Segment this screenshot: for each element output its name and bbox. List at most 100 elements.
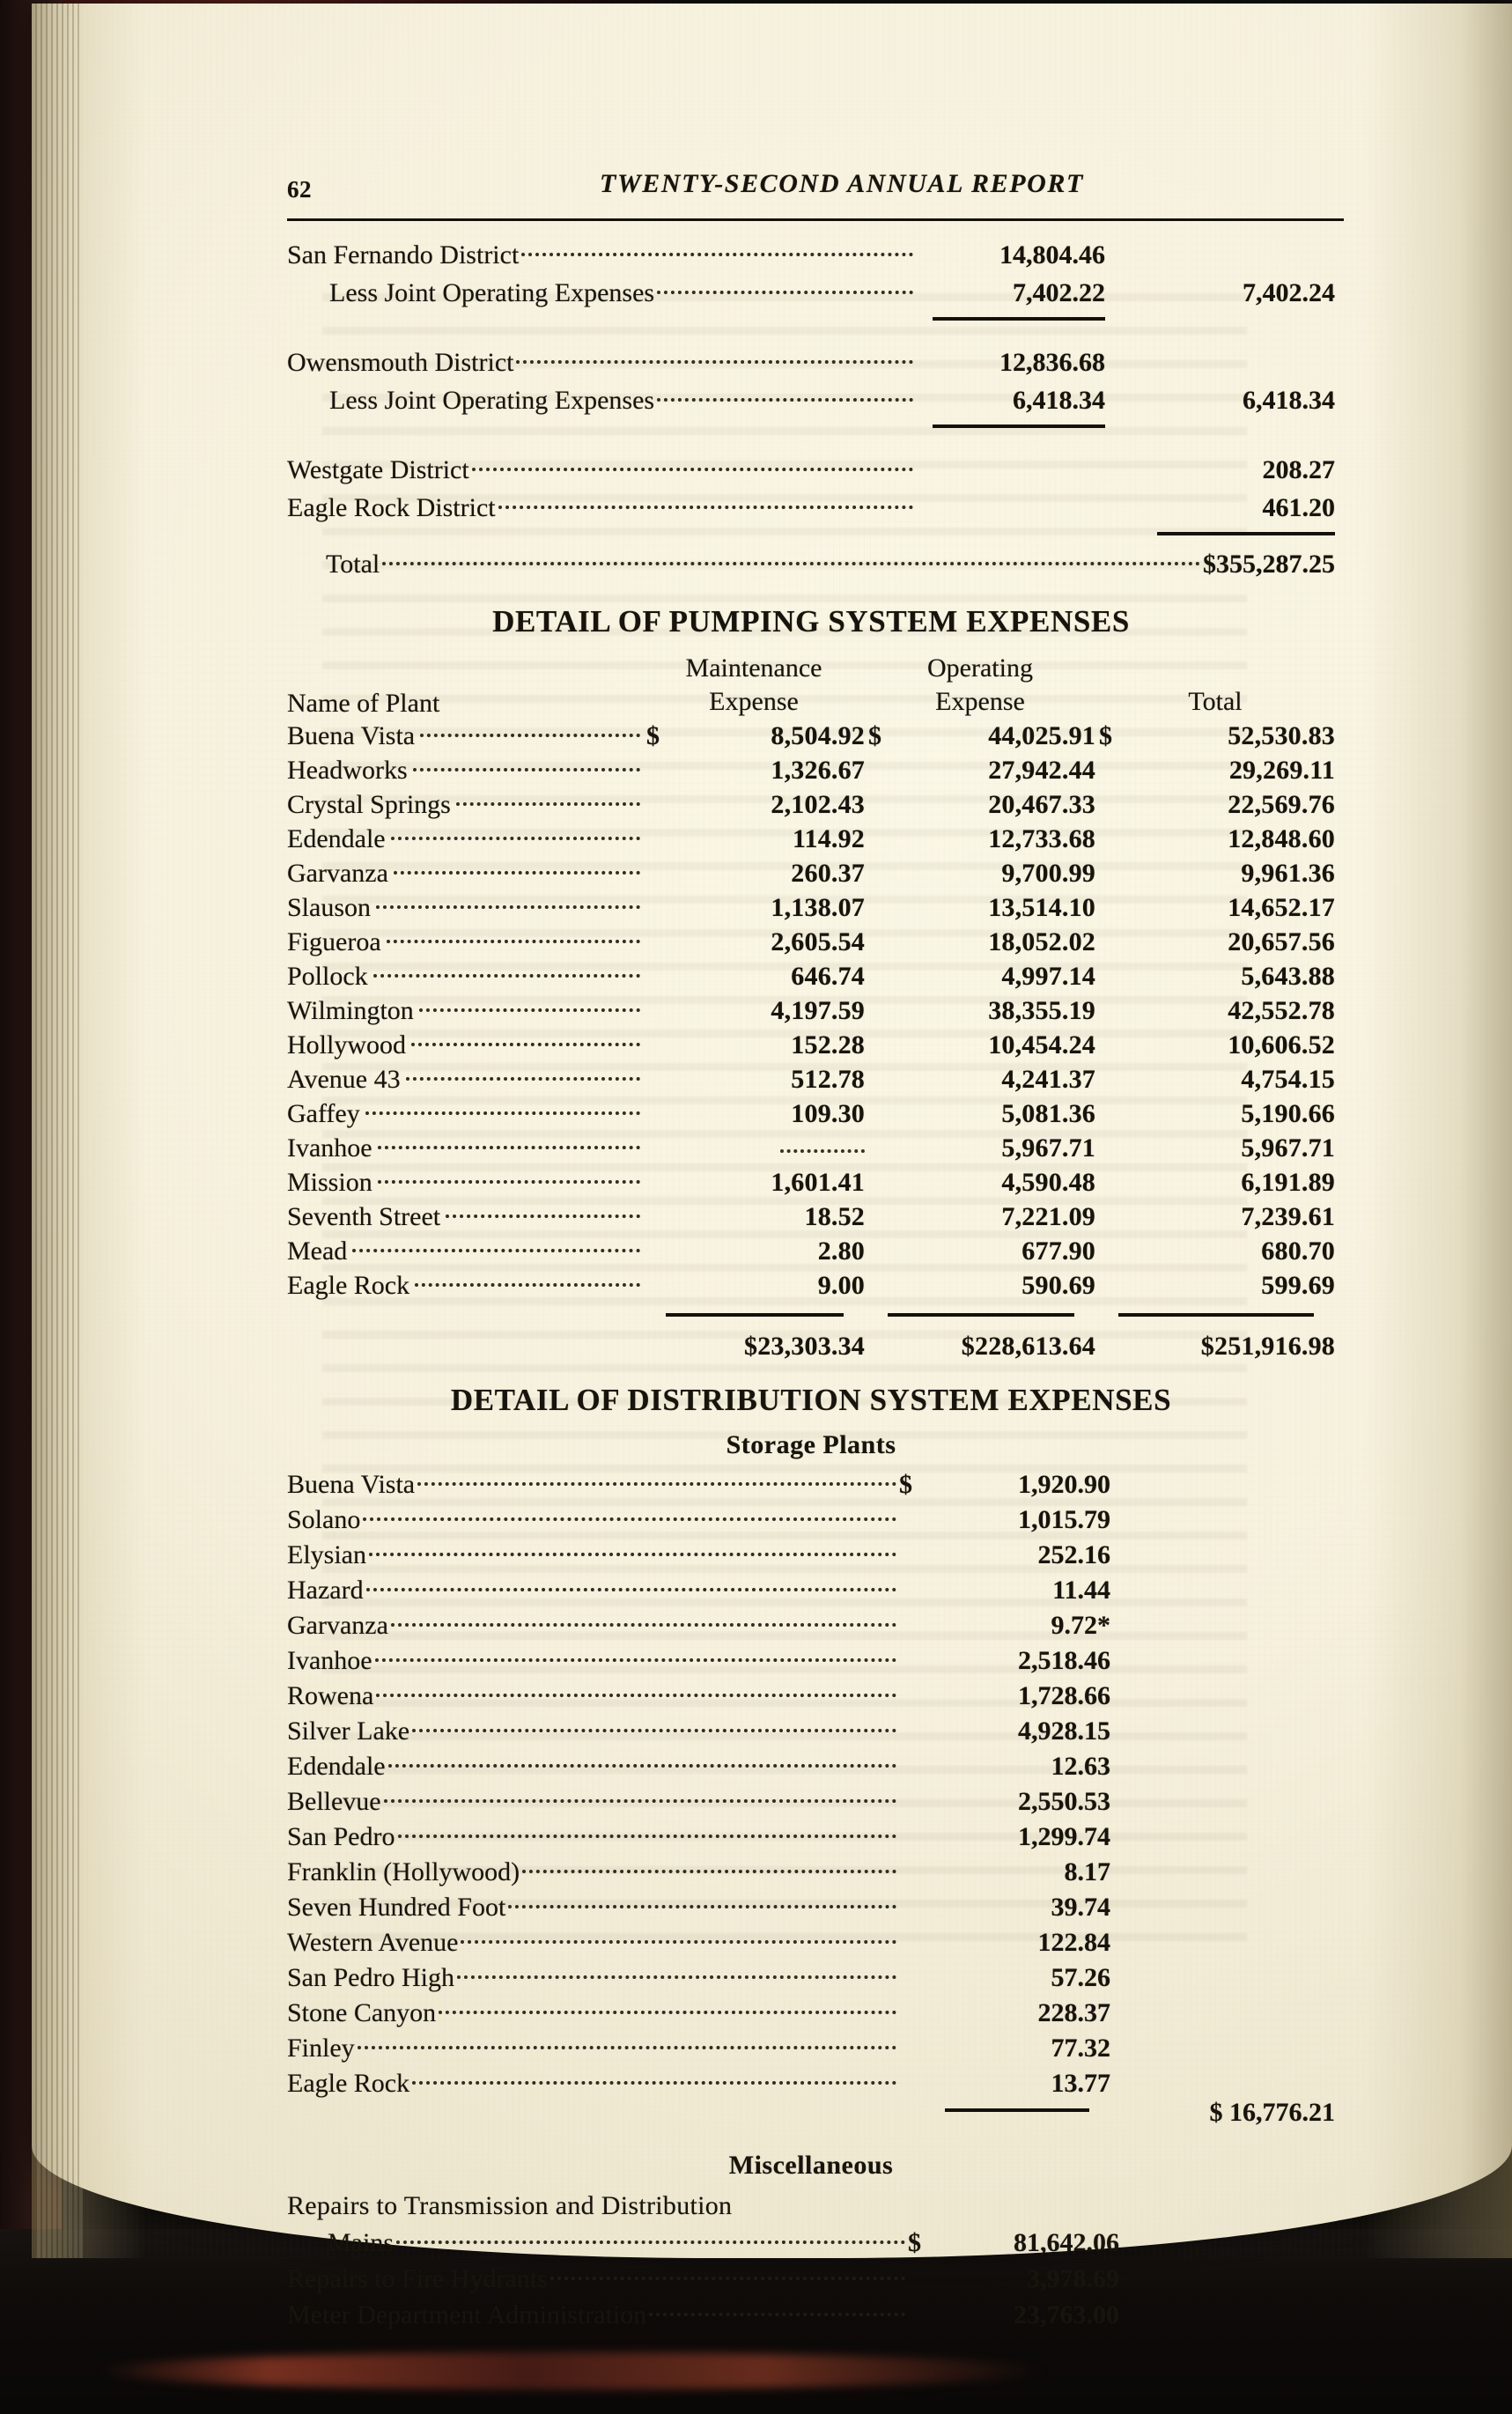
leader-dots <box>397 1822 897 1845</box>
storage-plant-value: 77.32 <box>1051 2034 1111 2063</box>
leader-dots <box>365 1099 640 1122</box>
leader-dots <box>369 1540 896 1563</box>
storage-plant-name: Elysian <box>287 1540 366 1569</box>
storage-plant-row: Franklin (Hollywood) 8.17 <box>287 1855 1335 1890</box>
storage-plants-list: Buena Vista $1,920.90 Solano 1,015.79 Elysia… <box>287 1467 1335 2101</box>
operating-expense-cell: 677.90 <box>1022 1237 1095 1266</box>
distribution-section-heading: DETAIL OF DISTRIBUTION SYSTEM EXPENSES <box>450 1383 1172 1417</box>
operating-expense-cell: 5,081.36 <box>1001 1099 1095 1128</box>
storage-total-rule <box>945 2108 1089 2112</box>
total-expense-cell: 10,606.52 <box>1228 1030 1335 1059</box>
leader-dots <box>457 1963 896 1986</box>
storage-plant-row: Hazard 11.44 <box>287 1573 1335 1608</box>
leader-dots <box>412 2069 896 2092</box>
col-header-maintenance-line2: Expense <box>709 687 799 716</box>
storage-plant-name: Bellevue <box>287 1787 381 1816</box>
leader-dots <box>396 2228 905 2251</box>
storage-plant-row: Seven Hundred Foot 39.74 <box>287 1890 1335 1925</box>
storage-plant-name: Solano <box>287 1505 361 1534</box>
plant-name: Mead <box>287 1237 348 1266</box>
maintenance-grand-total: $23,303.34 <box>744 1332 865 1361</box>
storage-plant-name: Edendale <box>287 1752 386 1781</box>
storage-plant-row: Buena Vista $1,920.90 <box>287 1467 1335 1502</box>
leader-dots <box>390 1611 896 1634</box>
operating-expense-cell: 10,454.24 <box>988 1030 1095 1059</box>
storage-plant-value: 9.72* <box>1051 1611 1111 1640</box>
plant-name: Headworks <box>287 756 408 785</box>
storage-plant-name: Stone Canyon <box>287 1998 437 2027</box>
maintenance-expense-cell: $8,504.92 <box>643 719 865 753</box>
misc-row: Meter Department Administration 23,763.00 <box>287 2297 1335 2333</box>
table-row: Mead 2.80 677.90 680.70 <box>287 1234 1335 1268</box>
running-title: TWENTY-SECOND ANNUAL REPORT <box>600 169 1084 198</box>
total-grand-total: $251,916.98 <box>1200 1332 1335 1361</box>
leader-dots <box>471 455 913 478</box>
table-row: Gaffey 109.30 5,081.36 5,190.66 <box>287 1096 1335 1131</box>
page-foredge-shadow <box>1327 4 1512 2258</box>
district-label: Eagle Rock District <box>287 493 496 522</box>
maintenance-expense-cell: 2,102.43 <box>771 790 865 819</box>
storage-plant-row: Ivanhoe 2,518.46 <box>287 1643 1335 1679</box>
leader-dots <box>657 386 913 409</box>
storage-total-value: $ 16,776.21 <box>1209 2098 1336 2127</box>
districts-total-row: Total $355,287.25 <box>287 544 1335 585</box>
plant-name-cell: Hollywood <box>287 1028 643 1062</box>
table-row: Mission 1,601.41 4,590.48 6,191.89 <box>287 1165 1335 1200</box>
page-number: 62 <box>287 176 312 203</box>
row-gap <box>287 435 1335 451</box>
district-label: San Fernando District <box>287 240 520 269</box>
district-amount-col2: 7,402.24 <box>1243 278 1335 307</box>
misc-label: Repairs to Fire Hydrants <box>287 2264 548 2293</box>
district-row: Owensmouth District 12,836.68 <box>287 343 1335 381</box>
maintenance-expense-cell: 1,326.67 <box>771 756 865 785</box>
plant-name: Edendale <box>287 824 386 853</box>
leader-dots <box>439 1998 896 2021</box>
leader-dots <box>522 1857 896 1880</box>
plant-name-cell: Headworks <box>287 753 643 787</box>
plant-name: Avenue 43 <box>287 1065 401 1094</box>
storage-plant-value: 12.63 <box>1051 1752 1111 1781</box>
storage-plant-name: Garvanza <box>287 1611 388 1640</box>
plant-name: Mission <box>287 1168 372 1197</box>
leader-dots <box>376 1681 896 1704</box>
col-header-plant: Name of Plant <box>287 689 440 718</box>
table-row: Pollock 646.74 4,997.14 5,643.88 <box>287 959 1335 993</box>
leader-dots <box>521 240 913 263</box>
leader-dots <box>374 1646 896 1669</box>
storage-plant-name: Silver Lake <box>287 1716 410 1746</box>
district-amount-col1: 6,418.34 <box>1013 386 1105 415</box>
table-row: Eagle Rock 9.00 590.69 599.69 <box>287 1268 1335 1303</box>
district-amount-col1: 7,402.22 <box>1013 278 1105 307</box>
maintenance-expense-cell: 9.00 <box>817 1271 865 1300</box>
storage-plant-row: Garvanza 9.72* <box>287 1608 1335 1643</box>
leader-dots <box>393 859 640 882</box>
maintenance-expense-cell: 2.80 <box>817 1237 865 1266</box>
table-row: Buena Vista $8,504.92 $44,025.91 $52,530.83 <box>287 719 1335 753</box>
table-row: Crystal Springs 2,102.43 20,467.33 22,569.7… <box>287 787 1335 822</box>
table-row: Hollywood 152.28 10,454.24 10,606.52 <box>287 1028 1335 1062</box>
pumping-section-heading: DETAIL OF PUMPING SYSTEM EXPENSES <box>492 604 1130 639</box>
misc-rows: Mains $81,642.06 Repairs to Fire Hydrants 3… <box>287 2225 1335 2333</box>
operating-expense-cell: 18,052.02 <box>988 927 1095 956</box>
misc-value: 23,763.00 <box>1014 2300 1119 2329</box>
empty-value-dots <box>780 1149 865 1153</box>
storage-plant-row: San Pedro 1,299.74 <box>287 1820 1335 1855</box>
spacer-cell <box>287 1325 643 1363</box>
misc-value: 81,642.06 <box>1014 2228 1119 2257</box>
maintenance-expense-cell: 4,197.59 <box>771 996 865 1025</box>
plant-name-cell: Ivanhoe <box>287 1131 643 1165</box>
pumping-totals-rule-row <box>287 1303 1335 1325</box>
plant-name-cell: Mission <box>287 1165 643 1200</box>
total-expense-cell: 14,652.17 <box>1228 893 1335 922</box>
currency-symbol: $ <box>899 1470 912 1499</box>
operating-expense-cell: 13,514.10 <box>988 893 1095 922</box>
operating-expense-cell: 9,700.99 <box>1001 859 1095 888</box>
currency-symbol: $ <box>868 721 882 750</box>
col-header-maintenance: Maintenance Expense <box>643 652 865 719</box>
subtotal-rule <box>287 312 1335 328</box>
operating-expense-cell: $44,025.91 <box>865 719 1095 753</box>
table-row: Edendale 114.92 12,733.68 12,848.60 <box>287 822 1335 856</box>
plant-name-cell: Buena Vista <box>287 719 643 753</box>
plant-name: Figueroa <box>287 927 381 956</box>
storage-plant-name: Western Avenue <box>287 1928 459 1957</box>
